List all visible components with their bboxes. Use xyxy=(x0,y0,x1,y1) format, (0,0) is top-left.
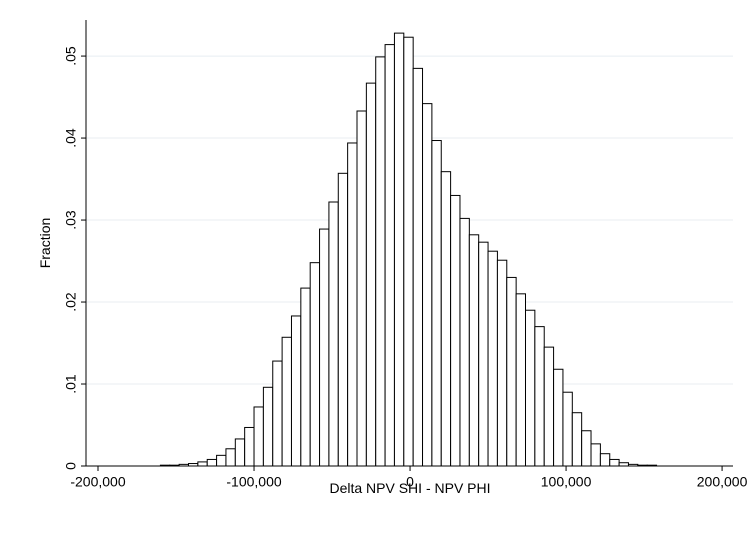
bar xyxy=(524,309,536,467)
bar xyxy=(590,443,601,467)
bar xyxy=(319,228,330,467)
bar xyxy=(440,171,452,467)
bar xyxy=(206,458,218,467)
bar xyxy=(431,140,442,467)
bar xyxy=(272,360,283,467)
bar xyxy=(515,293,526,467)
bar xyxy=(581,430,592,467)
y-tick-label: 0 xyxy=(63,462,79,470)
bar xyxy=(534,326,545,467)
y-tick-label: .01 xyxy=(63,374,79,394)
bar xyxy=(487,250,498,467)
bar xyxy=(450,194,461,467)
y-axis-label: Fraction xyxy=(37,218,53,269)
bar xyxy=(375,56,386,467)
bar xyxy=(300,287,311,467)
x-tick-label: 0 xyxy=(406,474,414,490)
y-tick-label: .02 xyxy=(63,292,79,312)
y-tick-label: .04 xyxy=(63,128,79,148)
bar xyxy=(609,458,620,467)
bar xyxy=(468,234,480,467)
bar xyxy=(412,67,424,467)
bar xyxy=(290,315,302,467)
bar xyxy=(234,438,246,467)
bar xyxy=(599,453,611,467)
bar xyxy=(422,103,433,467)
x-tick-label: -100,000 xyxy=(226,474,281,490)
bar xyxy=(197,461,208,467)
bar xyxy=(403,36,414,467)
bar xyxy=(562,391,573,467)
y-tick-label: .05 xyxy=(63,46,79,66)
bar xyxy=(225,448,236,467)
x-axis-label: Delta NPV SHI - NPV PHI xyxy=(329,480,490,496)
bar xyxy=(356,110,367,467)
x-tick-label: -200,000 xyxy=(70,474,125,490)
bar xyxy=(253,406,264,467)
bar xyxy=(543,346,555,467)
bar xyxy=(262,386,274,467)
x-tick-label: 100,000 xyxy=(541,474,592,490)
bar xyxy=(281,336,292,467)
bar xyxy=(244,426,255,467)
bar xyxy=(384,44,395,467)
bar xyxy=(393,32,405,467)
bar xyxy=(309,262,321,467)
bar xyxy=(216,454,227,467)
bar xyxy=(478,241,489,467)
y-tick-label: .03 xyxy=(63,210,79,230)
bar xyxy=(496,259,508,467)
bar xyxy=(553,368,564,467)
bar xyxy=(571,412,583,467)
bar xyxy=(365,82,377,467)
bar xyxy=(337,172,349,467)
x-tick-label: 200,000 xyxy=(697,474,748,490)
bar xyxy=(506,276,517,467)
bar xyxy=(328,201,339,467)
bar xyxy=(347,142,358,467)
bar xyxy=(459,217,470,467)
